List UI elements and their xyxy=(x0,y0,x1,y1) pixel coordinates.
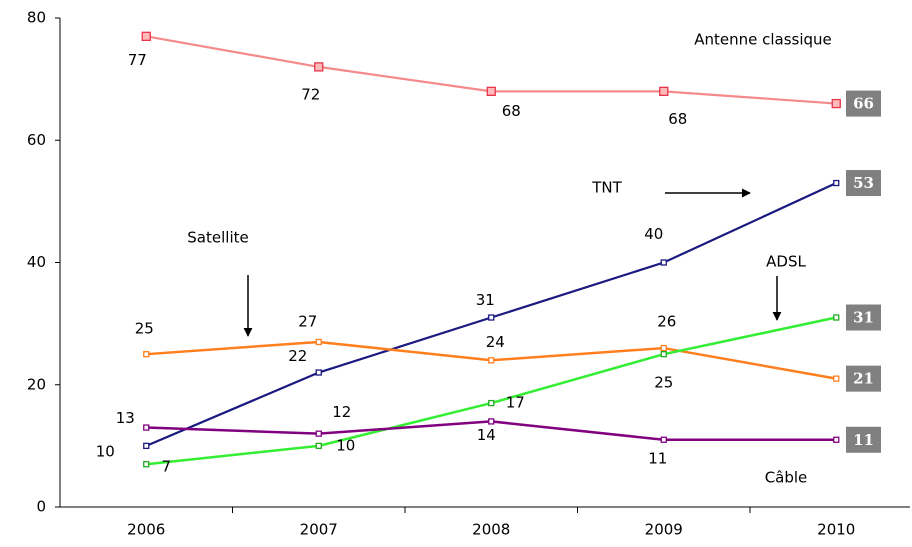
marker xyxy=(659,86,669,96)
series-label: ADSL xyxy=(766,253,806,271)
data-label: 72 xyxy=(301,85,320,103)
value-box xyxy=(846,304,881,331)
marker xyxy=(660,436,667,443)
data-label: 31 xyxy=(476,291,495,309)
marker xyxy=(833,314,840,321)
marker xyxy=(315,442,322,450)
marker xyxy=(660,344,667,352)
data-label: 25 xyxy=(654,374,673,392)
data-label: 40 xyxy=(644,225,663,243)
data-label: 13 xyxy=(116,409,135,427)
y-tick-label: 20 xyxy=(27,375,46,393)
data-label: 14 xyxy=(477,426,496,444)
y-tick-label: 0 xyxy=(36,498,46,516)
x-tick-label: 2007 xyxy=(300,521,338,539)
value-box xyxy=(846,170,881,197)
data-label: 11 xyxy=(648,449,667,467)
data-label: 25 xyxy=(135,320,154,338)
series-label: Câble xyxy=(765,469,808,487)
data-label: 17 xyxy=(506,394,525,412)
value-box xyxy=(846,365,881,392)
marker xyxy=(833,179,840,187)
marker xyxy=(314,62,324,72)
marker xyxy=(488,418,495,425)
data-label: 66 xyxy=(853,95,874,113)
marker xyxy=(488,357,495,364)
marker xyxy=(660,351,667,358)
marker xyxy=(660,259,667,266)
y-tick-label: 60 xyxy=(27,131,46,149)
marker xyxy=(831,98,841,109)
marker xyxy=(486,86,496,96)
data-label: 68 xyxy=(668,110,687,128)
data-label: 77 xyxy=(128,51,147,69)
data-label: 53 xyxy=(853,174,874,192)
data-label: 10 xyxy=(336,436,355,454)
marker xyxy=(315,369,322,376)
marker xyxy=(143,442,150,450)
data-label: 31 xyxy=(853,309,874,327)
marker xyxy=(143,461,150,468)
data-label: 26 xyxy=(657,313,676,331)
data-label: 10 xyxy=(96,442,115,460)
series-label: TNT xyxy=(591,179,622,197)
data-label: 21 xyxy=(853,370,874,388)
value-box xyxy=(846,426,881,453)
marker xyxy=(488,399,495,407)
data-label: 22 xyxy=(288,347,307,365)
marker xyxy=(143,424,150,431)
marker xyxy=(141,31,151,41)
data-label: 7 xyxy=(161,458,171,476)
marker xyxy=(488,314,495,321)
data-label: 68 xyxy=(502,102,521,120)
x-tick-label: 2009 xyxy=(645,521,683,539)
marker xyxy=(143,351,150,358)
series-label: Satellite xyxy=(187,229,248,247)
data-label: 27 xyxy=(298,312,317,330)
marker xyxy=(315,430,322,437)
y-tick-label: 80 xyxy=(27,9,46,27)
x-tick-label: 2006 xyxy=(127,521,165,539)
x-tick-label: 2008 xyxy=(472,521,510,539)
marker xyxy=(833,436,840,443)
marker xyxy=(315,338,322,346)
series-label: Antenne classique xyxy=(694,31,832,49)
value-box xyxy=(846,90,881,117)
data-label: 12 xyxy=(332,403,351,421)
y-tick-label: 40 xyxy=(27,253,46,271)
data-label: 11 xyxy=(853,431,874,449)
data-label: 24 xyxy=(486,333,505,351)
marker xyxy=(833,375,840,382)
x-tick-label: 2010 xyxy=(817,521,855,539)
